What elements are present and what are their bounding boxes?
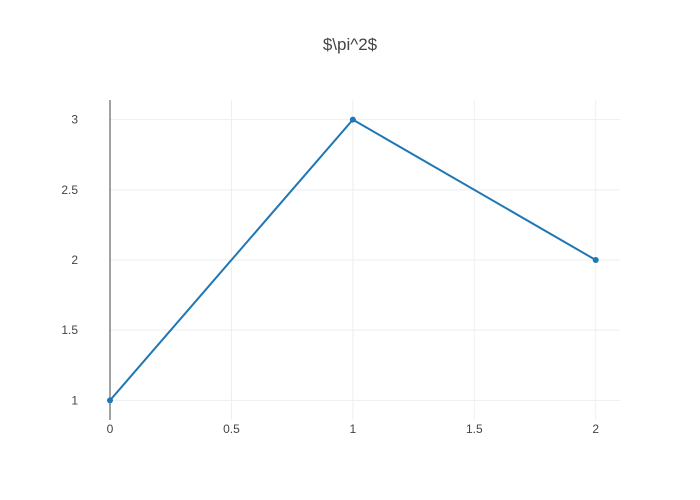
x-tick-label: 2 [592, 422, 599, 436]
y-tick-label: 2.5 [61, 183, 78, 197]
x-tick-label: 1 [350, 422, 357, 436]
y-tick-label: 2 [71, 253, 78, 267]
y-tick-label: 1 [71, 393, 78, 407]
y-tick-label: 1.5 [61, 323, 78, 337]
data-point-marker[interactable] [349, 116, 356, 123]
y-tick-label: 3 [71, 113, 78, 127]
data-point-marker[interactable] [107, 397, 113, 404]
data-point-marker[interactable] [592, 257, 599, 263]
series [107, 116, 599, 404]
chart-title: $\pi^2$ [323, 35, 378, 54]
x-tick-label: 0.5 [223, 422, 240, 436]
tick-labels: 1 1.5 2 2.5 3 0 0.5 1 1.5 2 [61, 113, 599, 436]
x-tick-label: 0 [107, 422, 114, 436]
x-tick-label: 1.5 [466, 422, 483, 436]
grid [110, 100, 620, 420]
